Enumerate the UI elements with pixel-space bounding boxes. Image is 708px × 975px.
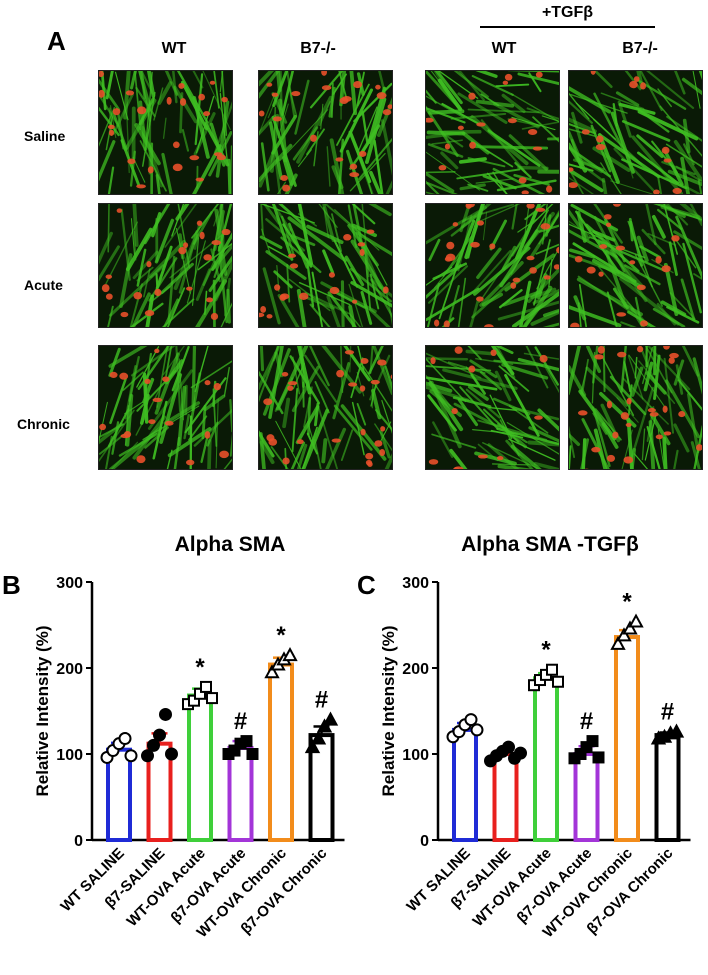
column-label-b7-knockout: B7-/- (300, 40, 336, 57)
significance-marker: # (234, 708, 247, 735)
data-point (316, 718, 333, 733)
data-point (610, 635, 626, 650)
bar-5 (268, 662, 294, 842)
significance-marker: * (541, 637, 551, 664)
data-point (147, 738, 160, 752)
significance-marker: * (276, 622, 286, 649)
significance-marker: # (315, 687, 328, 714)
bar-6 (308, 733, 335, 842)
data-point (464, 713, 478, 727)
micrograph-saline-col-2 (258, 70, 393, 195)
data-point (552, 675, 564, 688)
data-point (206, 692, 218, 705)
micrograph-chronic-col-2 (258, 345, 393, 470)
micrograph-chronic-col-3 (425, 345, 560, 470)
y-tick-label: 300 (402, 575, 429, 592)
data-point (622, 620, 638, 635)
data-point (153, 728, 166, 742)
bar-4 (573, 752, 600, 842)
micrograph-saline-col-3 (425, 70, 560, 195)
panel-letter-b: B (2, 570, 21, 600)
data-point (141, 749, 154, 763)
data-point (592, 751, 605, 764)
y-tick-label: 200 (402, 661, 429, 678)
y-tick-label: 200 (56, 661, 83, 678)
column-label-wt: WT (161, 40, 187, 57)
data-point (586, 735, 599, 748)
micrograph-chronic-col-1 (98, 345, 233, 470)
column-label-wt-tgf: WT (491, 40, 517, 57)
data-point (118, 732, 132, 746)
tgf-beta-treatment-label: +TGFβ (541, 4, 594, 21)
row-label-acute: Acute (24, 277, 63, 293)
data-point (246, 748, 259, 760)
significance-marker: # (661, 699, 674, 726)
data-point (546, 663, 558, 676)
data-point (322, 711, 339, 726)
data-point (628, 613, 644, 628)
bar-5 (614, 635, 640, 843)
data-point (502, 740, 515, 754)
bar-1 (452, 727, 478, 842)
chart-b-title: Alpha SMA (174, 533, 286, 556)
column-label-b7-knockout-tgf: B7-/- (622, 40, 658, 57)
micrograph-acute-col-3 (425, 203, 560, 328)
data-point (240, 735, 253, 748)
bar-3 (187, 693, 213, 842)
y-tick-label: 0 (420, 833, 429, 850)
data-point (470, 723, 484, 737)
panel-letter-a: A (47, 26, 66, 56)
micrograph-saline-col-4 (568, 70, 703, 195)
micrograph-chronic-col-4 (568, 345, 703, 470)
bar-2 (492, 752, 519, 842)
row-label-saline: Saline (24, 128, 66, 144)
data-point (310, 730, 327, 745)
micrograph-acute-col-1 (98, 203, 233, 328)
bar-3 (533, 676, 559, 842)
treatment-bracket-line (480, 26, 655, 28)
significance-marker: # (580, 708, 593, 735)
significance-marker: * (622, 589, 632, 616)
micrograph-acute-col-2 (258, 203, 393, 328)
bar-6 (654, 733, 681, 842)
data-point (200, 680, 212, 693)
data-point (616, 627, 632, 642)
data-point (165, 747, 178, 761)
y-tick-label: 100 (56, 747, 83, 764)
data-point (124, 749, 138, 763)
data-point (264, 664, 280, 679)
chart-c-title: Alpha SMA -TGFβ (461, 533, 639, 556)
data-point (514, 746, 527, 760)
y-tick-label: 0 (74, 833, 83, 850)
micrograph-acute-col-4 (568, 203, 703, 328)
y-tick-label: 300 (56, 575, 83, 592)
data-point (304, 739, 321, 754)
data-point (159, 707, 172, 721)
data-point (668, 723, 685, 738)
data-point (282, 647, 298, 662)
y-tick-label: 100 (402, 747, 429, 764)
y-axis-label: Relative Intensity (%) (33, 626, 52, 797)
row-label-chronic: Chronic (17, 416, 70, 432)
panel-letter-c: C (357, 570, 376, 600)
micrograph-saline-col-1 (98, 70, 233, 195)
y-axis-label: Relative Intensity (%) (379, 626, 398, 797)
bar-1 (106, 747, 132, 842)
bar-4 (227, 745, 254, 842)
significance-marker: * (195, 654, 205, 681)
